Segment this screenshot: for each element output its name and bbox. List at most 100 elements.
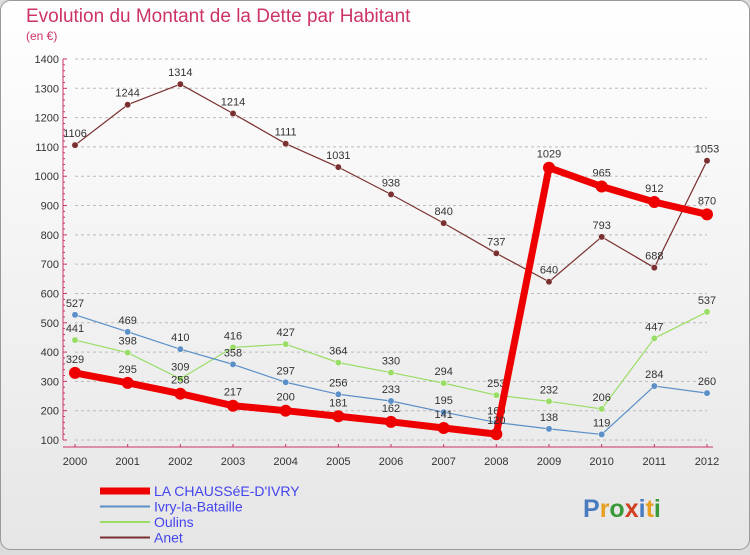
data-label: 162 [382, 403, 400, 415]
data-label: 527 [66, 298, 84, 310]
data-point [334, 359, 342, 367]
data-label: 297 [276, 365, 294, 377]
data-point [71, 141, 79, 149]
data-label: 640 [540, 265, 558, 277]
data-label: 256 [329, 377, 347, 389]
data-label: 1053 [695, 144, 719, 156]
data-point [282, 140, 290, 148]
chart-subtitle: (en €) [26, 29, 57, 43]
data-point [545, 278, 553, 286]
data-label: 469 [118, 315, 136, 327]
y-tick-label: 1400 [35, 54, 59, 66]
data-label: 253 [487, 378, 505, 390]
data-point [387, 190, 395, 198]
y-tick-label: 800 [41, 230, 59, 242]
data-label: 870 [698, 195, 716, 207]
data-point [176, 80, 184, 88]
data-point [387, 397, 395, 405]
data-point [227, 399, 239, 412]
data-label: 398 [118, 336, 136, 348]
data-label: 120 [487, 415, 505, 427]
data-point [437, 421, 450, 434]
x-tick-label: 2002 [168, 456, 192, 468]
axes: 100 200 300 400 500 600 700 800 900 1000 1100 1200 1… [35, 54, 720, 468]
y-tick-label: 900 [41, 201, 59, 213]
data-label: 309 [171, 362, 189, 374]
data-label: 330 [382, 356, 400, 368]
chart-title: Evolution du Montant de la Dette par Hab… [26, 6, 411, 27]
data-point [124, 328, 132, 336]
data-label: 1111 [275, 127, 297, 139]
x-tick-label: 2010 [589, 456, 613, 468]
data-label: 447 [645, 321, 663, 333]
y-tick-label: 1000 [35, 171, 59, 183]
data-point [648, 196, 661, 209]
logo: Proxiti [583, 495, 661, 523]
series-layer: 1106 1244 1314 1214 1111 1031 938 840 737 640 793 6… [63, 67, 719, 441]
legend-label: Ivry-la-Bataille [154, 499, 243, 515]
data-label: 217 [224, 387, 242, 399]
x-tick-label: 2000 [63, 456, 87, 468]
data-label: 294 [434, 366, 452, 378]
data-label: 737 [487, 236, 505, 248]
data-label: 195 [434, 395, 452, 407]
data-point [229, 343, 237, 351]
data-point [492, 391, 500, 399]
data-label: 840 [434, 206, 452, 218]
data-point [598, 430, 606, 438]
series-anet: 1106 1244 1314 1214 1111 1031 938 840 737 640 793 6… [63, 67, 719, 286]
y-tick-label: 1100 [35, 142, 59, 154]
data-point [650, 382, 658, 390]
y-tick-label: 1200 [35, 113, 59, 125]
y-tick-label: 200 [41, 406, 59, 418]
x-tick-label: 2011 [643, 456, 667, 468]
data-point [334, 163, 342, 171]
data-point [387, 369, 395, 377]
data-point [332, 410, 345, 423]
data-label: 416 [224, 330, 242, 342]
data-label: 1029 [537, 149, 561, 161]
data-label: 206 [592, 392, 610, 404]
data-label: 119 [593, 417, 611, 429]
data-point [282, 378, 290, 386]
data-point [440, 219, 448, 227]
data-label: 427 [276, 327, 294, 339]
y-tick-label: 700 [41, 259, 59, 271]
data-label: 688 [645, 251, 663, 263]
data-label: 181 [329, 397, 347, 409]
legend-label: Oulins [154, 514, 194, 530]
data-point [71, 311, 79, 319]
data-label: 793 [592, 220, 610, 232]
legend-label: LA CHAUSSéE-D'IVRY [154, 483, 300, 499]
x-tick-label: 2003 [221, 456, 245, 468]
data-label: 258 [171, 375, 189, 387]
data-point [598, 233, 606, 241]
data-point [282, 340, 290, 348]
data-point [703, 157, 711, 165]
data-point [492, 249, 500, 257]
x-tick-label: 2006 [379, 456, 403, 468]
y-tick-label: 500 [41, 318, 59, 330]
data-label: 410 [171, 332, 189, 344]
data-point [176, 375, 184, 383]
data-point [440, 379, 448, 387]
data-point [545, 425, 553, 433]
legend-item: Ivry-la-Bataille [100, 499, 243, 515]
data-point [121, 376, 134, 389]
data-label: 364 [329, 346, 347, 358]
x-tick-label: 2008 [484, 456, 508, 468]
data-point [650, 334, 658, 342]
data-point [334, 390, 342, 398]
legend: LA CHAUSSéE-D'IVRYIvry-la-BatailleOulins… [100, 483, 300, 546]
data-label: 1244 [115, 88, 139, 100]
data-point [440, 408, 448, 416]
data-point [545, 397, 553, 405]
legend-label: Anet [154, 530, 183, 546]
y-tick-label: 100 [41, 435, 59, 447]
data-point [124, 101, 132, 109]
data-point [703, 389, 711, 397]
data-label: 138 [540, 412, 558, 424]
data-point [176, 345, 184, 353]
